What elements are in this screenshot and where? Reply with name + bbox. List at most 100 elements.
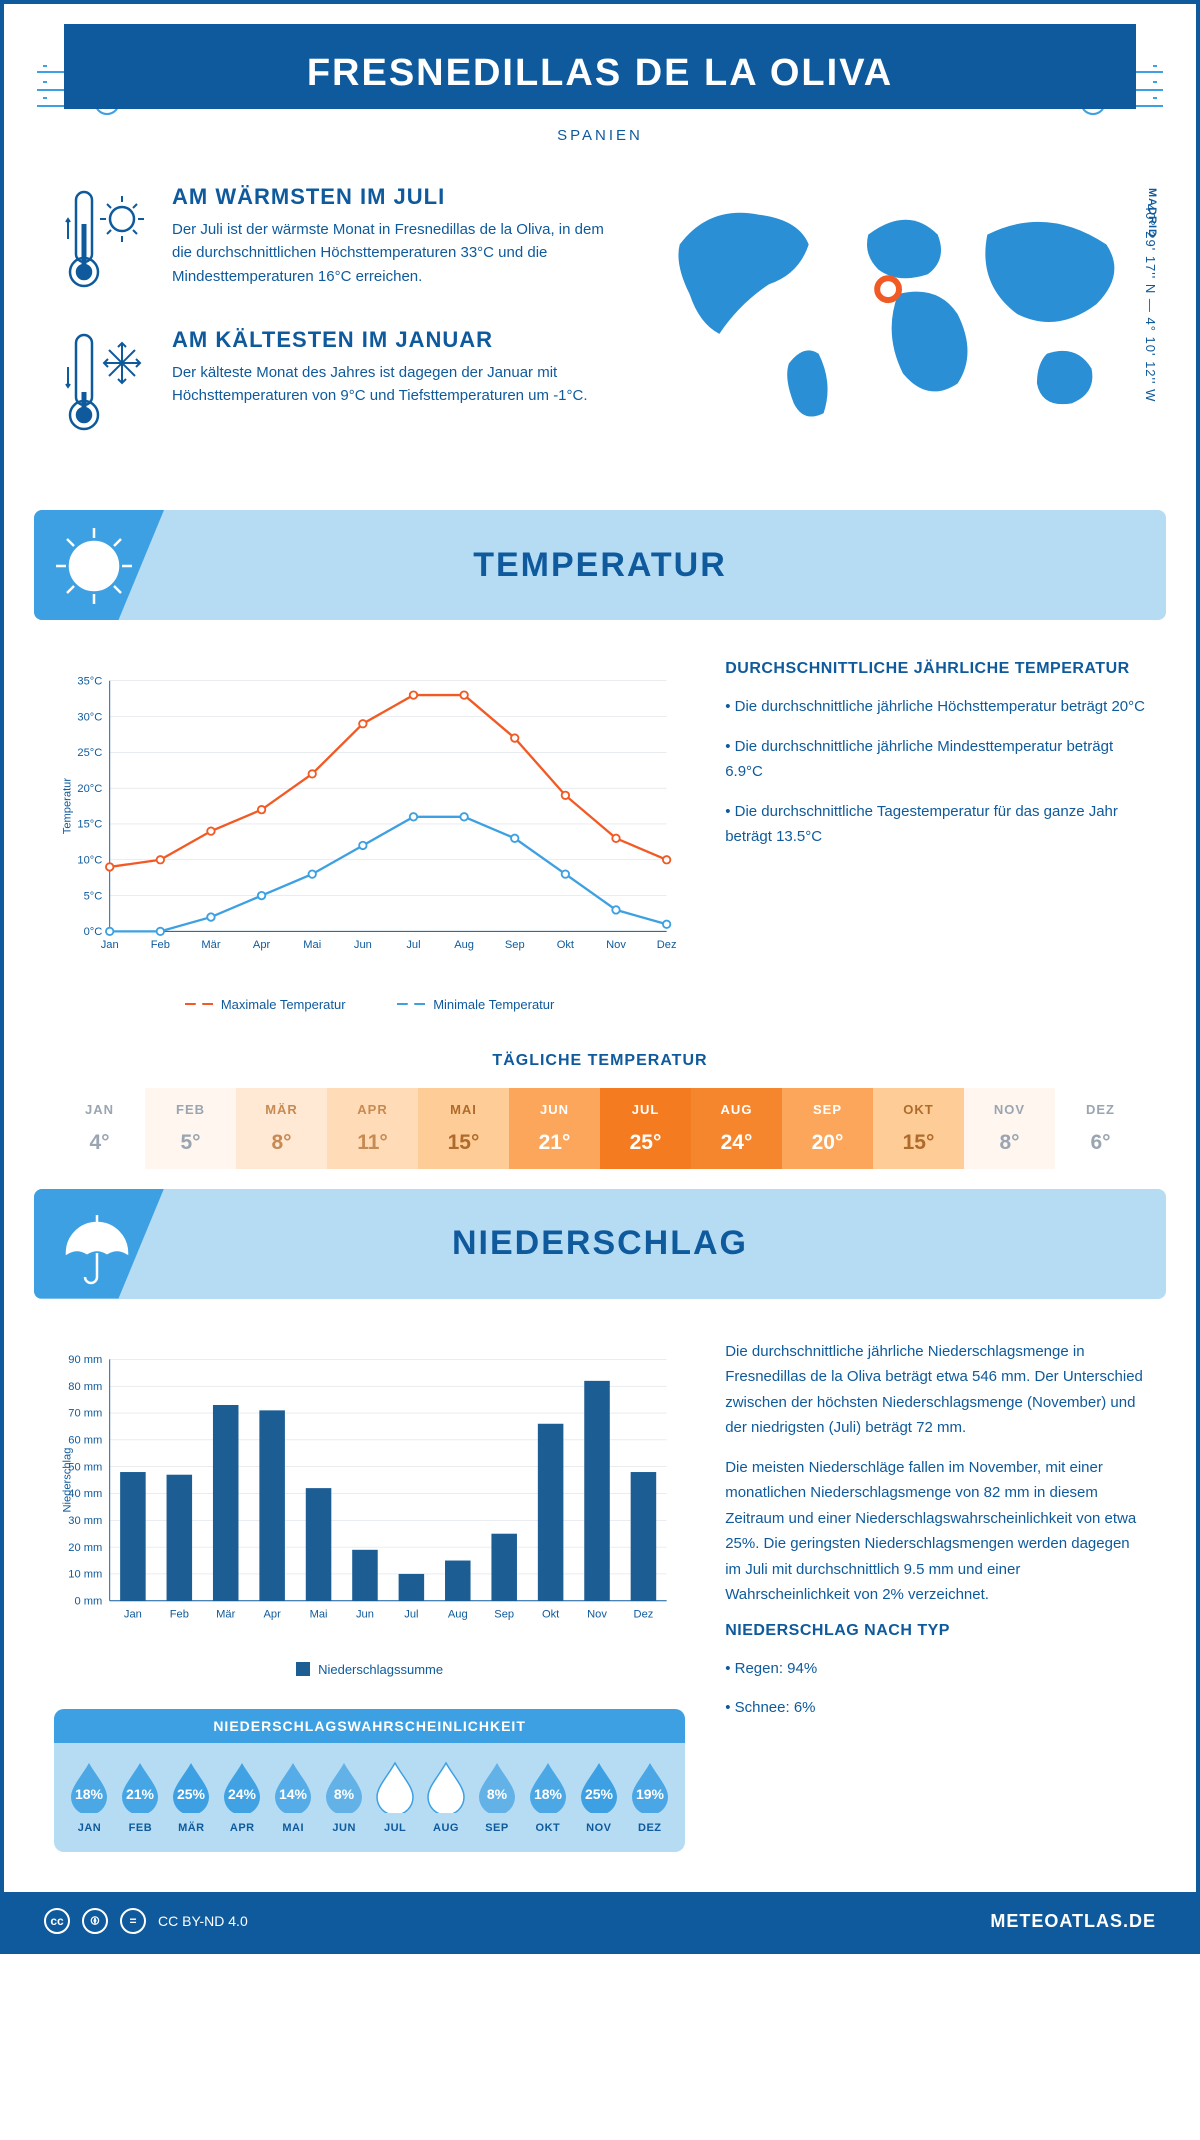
svg-text:3%: 3% — [436, 1786, 457, 1802]
precip-p2: Die meisten Niederschläge fallen im Nove… — [725, 1455, 1146, 1608]
daily-temp-cell: MAI15° — [418, 1088, 509, 1169]
prob-drop: 19% DEZ — [624, 1759, 675, 1834]
temperature-section-header: TEMPERATUR — [34, 510, 1166, 620]
by-icon: 🅯 — [82, 1908, 108, 1934]
svg-text:10 mm: 10 mm — [68, 1568, 102, 1580]
precipitation-section-header: NIEDERSCHLAG — [34, 1189, 1166, 1299]
svg-text:Okt: Okt — [557, 939, 575, 951]
prob-drop: 8% SEP — [472, 1759, 523, 1834]
daily-temp-table: JAN4°FEB5°MÄR8°APR11°MAI15°JUN21°JUL25°A… — [54, 1088, 1146, 1169]
daily-temp-cell: OKT15° — [873, 1088, 964, 1169]
daily-temp-heading: TÄGLICHE TEMPERATUR — [4, 1032, 1196, 1088]
daily-temp-cell: FEB5° — [145, 1088, 236, 1169]
svg-text:20 mm: 20 mm — [68, 1541, 102, 1553]
temp-bullet: • Die durchschnittliche Tagestemperatur … — [725, 799, 1146, 850]
precip-type-bullets: • Regen: 94%• Schnee: 6% — [725, 1656, 1146, 1721]
precip-probability-box: NIEDERSCHLAGSWAHRSCHEINLICHKEIT 18% JAN … — [54, 1709, 685, 1852]
title-band: FRESNEDILLAS DE LA OLIVA — [64, 24, 1136, 109]
daily-temp-cell: NOV8° — [964, 1088, 1055, 1169]
svg-text:Apr: Apr — [263, 1608, 281, 1620]
precip-type-heading: NIEDERSCHLAG NACH TYP — [725, 1622, 1146, 1640]
precip-legend: Niederschlagssumme — [54, 1654, 685, 1690]
svg-text:Mär: Mär — [201, 939, 220, 951]
location-title: FRESNEDILLAS DE LA OLIVA — [144, 52, 1056, 95]
svg-text:0°C: 0°C — [84, 926, 103, 938]
legend-max-label: Maximale Temperatur — [221, 997, 346, 1012]
svg-text:0 mm: 0 mm — [74, 1595, 102, 1607]
svg-text:19%: 19% — [636, 1786, 665, 1802]
sun-icon — [52, 524, 137, 609]
svg-text:2%: 2% — [385, 1786, 406, 1802]
precip-type-bullet: • Regen: 94% — [725, 1656, 1146, 1682]
warmest-title: AM WÄRMSTEN IM JULI — [172, 184, 610, 210]
svg-text:80 mm: 80 mm — [68, 1380, 102, 1392]
svg-text:18%: 18% — [75, 1786, 104, 1802]
svg-text:10°C: 10°C — [77, 854, 102, 866]
svg-text:35°C: 35°C — [77, 675, 102, 687]
prob-drop: 25% NOV — [573, 1759, 624, 1834]
coordinates: 40° 29' 17'' N — 4° 10' 12'' W — [1143, 204, 1158, 402]
prob-drop: 24% APR — [217, 1759, 268, 1834]
daily-temp-cell: MÄR8° — [236, 1088, 327, 1169]
svg-text:30 mm: 30 mm — [68, 1515, 102, 1527]
svg-text:Mär: Mär — [216, 1608, 235, 1620]
daily-temp-cell: AUG24° — [691, 1088, 782, 1169]
svg-text:Nov: Nov — [587, 1608, 607, 1620]
warmest-text: Der Juli ist der wärmste Monat in Fresne… — [172, 218, 610, 288]
temp-desc-heading: DURCHSCHNITTLICHE JÄHRLICHE TEMPERATUR — [725, 660, 1146, 678]
svg-text:Feb: Feb — [170, 1608, 189, 1620]
intro-section: AM WÄRMSTEN IM JULI Der Juli ist der wär… — [4, 154, 1196, 490]
coldest-text: Der kälteste Monat des Jahres ist dagege… — [172, 361, 610, 408]
daily-temp-cell: JAN4° — [54, 1088, 145, 1169]
svg-text:21%: 21% — [126, 1786, 155, 1802]
svg-text:Dez: Dez — [634, 1608, 654, 1620]
prob-drop: 8% JUN — [319, 1759, 370, 1834]
svg-text:Temperatur: Temperatur — [62, 778, 74, 835]
svg-text:Mai: Mai — [303, 939, 321, 951]
cc-icon: cc — [44, 1908, 70, 1934]
svg-text:18%: 18% — [534, 1786, 563, 1802]
svg-text:14%: 14% — [279, 1786, 308, 1802]
svg-text:Jan: Jan — [101, 939, 119, 951]
temperature-heading: TEMPERATUR — [473, 546, 727, 585]
coldest-fact: AM KÄLTESTEN IM JANUAR Der kälteste Mona… — [64, 327, 610, 442]
svg-text:5°C: 5°C — [84, 890, 103, 902]
temp-bullets: • Die durchschnittliche jährliche Höchst… — [725, 694, 1146, 850]
svg-text:Aug: Aug — [448, 1608, 468, 1620]
precipitation-heading: NIEDERSCHLAG — [452, 1224, 748, 1263]
legend-precip-label: Niederschlagssumme — [318, 1662, 443, 1677]
prob-drop: 18% JAN — [64, 1759, 115, 1834]
svg-text:8%: 8% — [334, 1786, 355, 1802]
svg-text:Sep: Sep — [494, 1608, 514, 1620]
precipitation-bar-chart: 0 mm10 mm20 mm30 mm40 mm50 mm60 mm70 mm8… — [54, 1339, 685, 1649]
svg-text:Jul: Jul — [406, 939, 420, 951]
svg-text:Niederschlag: Niederschlag — [62, 1447, 74, 1512]
svg-text:90 mm: 90 mm — [68, 1354, 102, 1366]
prob-drop: 2% JUL — [370, 1759, 421, 1834]
prob-drop: 14% MAI — [268, 1759, 319, 1834]
svg-text:Apr: Apr — [253, 939, 271, 951]
prob-drop: 21% FEB — [115, 1759, 166, 1834]
svg-text:Aug: Aug — [454, 939, 474, 951]
svg-text:Feb: Feb — [151, 939, 170, 951]
svg-text:25%: 25% — [585, 1786, 614, 1802]
svg-text:30°C: 30°C — [77, 711, 102, 723]
temperature-line-chart: 0°C5°C10°C15°C20°C25°C30°C35°CJanFebMärA… — [54, 660, 685, 980]
svg-text:Jun: Jun — [354, 939, 372, 951]
precipitation-content: 0 mm10 mm20 mm30 mm40 mm50 mm60 mm70 mm8… — [4, 1299, 1196, 1863]
daily-temp-cell: JUL25° — [600, 1088, 691, 1169]
svg-text:24%: 24% — [228, 1786, 257, 1802]
svg-text:20°C: 20°C — [77, 783, 102, 795]
precip-p1: Die durchschnittliche jährliche Niedersc… — [725, 1339, 1146, 1441]
world-map-icon — [640, 184, 1136, 444]
warmest-fact: AM WÄRMSTEN IM JULI Der Juli ist der wär… — [64, 184, 610, 299]
temp-bullet: • Die durchschnittliche jährliche Höchst… — [725, 694, 1146, 720]
daily-temp-cell: JUN21° — [509, 1088, 600, 1169]
svg-text:Okt: Okt — [542, 1608, 560, 1620]
thermometer-cold-icon — [64, 327, 154, 437]
svg-text:70 mm: 70 mm — [68, 1407, 102, 1419]
temp-bullet: • Die durchschnittliche jährliche Mindes… — [725, 734, 1146, 785]
svg-text:Jan: Jan — [124, 1608, 142, 1620]
daily-temp-cell: APR11° — [327, 1088, 418, 1169]
daily-temp-cell: SEP20° — [782, 1088, 873, 1169]
